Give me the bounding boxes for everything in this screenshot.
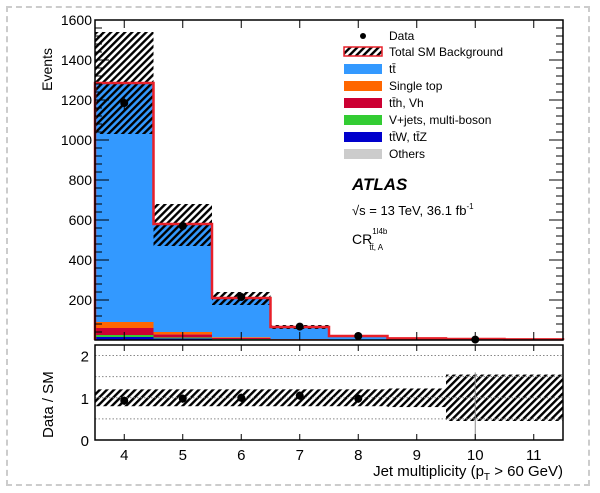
ratio-y-tick-label: 0 <box>81 433 89 450</box>
y-tick-label: 400 <box>69 252 93 268</box>
legend-swatch <box>344 64 382 74</box>
ratio-y-axis-label: Data / SM <box>40 371 57 438</box>
x-tick-label: 6 <box>237 447 245 464</box>
legend-label: tt̄ <box>389 62 396 76</box>
x-tick-label: 8 <box>354 447 362 464</box>
legend: Data Total SM Background tt̄ Single top tt̄h… <box>343 29 503 161</box>
legend-label: Data <box>389 29 415 43</box>
ratio-point <box>237 393 246 402</box>
x-tick-label: 9 <box>413 447 421 464</box>
legend-total-swatch <box>343 46 383 57</box>
ratio-plot-frame <box>94 344 564 441</box>
legend-label: V+jets, multi-boson <box>389 113 491 127</box>
x-tick-label: 11 <box>526 447 542 464</box>
ratio-point <box>120 396 129 405</box>
x-axis-label: Jet multiplicity (pT > 60 GeV) <box>373 463 563 483</box>
data-point <box>295 322 304 331</box>
x-tick-label: 4 <box>120 447 128 464</box>
y-tick-label: 1200 <box>61 92 92 108</box>
y-tick-label: 1600 <box>61 12 92 28</box>
y-axis-label: Events <box>39 48 55 91</box>
legend-swatch <box>344 132 382 142</box>
x-tick-label: 7 <box>296 447 304 464</box>
frame-border <box>6 6 590 486</box>
x-tick-label: 5 <box>179 447 187 464</box>
legend-label: Total SM Background <box>389 45 503 59</box>
y-tick-label: 200 <box>69 292 93 308</box>
legend-swatch <box>344 149 382 159</box>
x-tick-label: 10 <box>467 447 484 464</box>
ratio-uncertainty-band <box>387 388 446 408</box>
y-tick-label: 600 <box>69 212 93 228</box>
y-tick-label: 1000 <box>61 132 92 148</box>
y-tick-label: 1400 <box>61 52 92 68</box>
legend-label: tt̄W, tt̄Z <box>389 130 427 144</box>
y-tick-label: 800 <box>69 172 93 188</box>
data-point <box>237 293 246 301</box>
energy-label: √s = 13 TeV, 36.1 fb-1 <box>352 202 474 218</box>
region-label: CR1l4b tt̄, A <box>352 227 388 252</box>
ratio-y-tick-label: 2 <box>81 349 89 366</box>
legend-swatch <box>344 81 382 91</box>
stack-bar-single-top <box>95 322 154 328</box>
ratio-point <box>354 394 363 403</box>
atlas-label: ATLAS <box>351 175 408 194</box>
ratio-y-tick-label: 1 <box>81 391 89 408</box>
data-point <box>178 222 187 230</box>
data-point <box>120 99 129 107</box>
stack-bar-tth-vh <box>95 328 154 335</box>
legend-swatch <box>344 98 382 108</box>
legend-swatch <box>344 115 382 125</box>
legend-label: Others <box>389 147 425 161</box>
legend-data-marker <box>360 33 366 39</box>
legend-label: Single top <box>389 79 443 93</box>
legend-label: tt̄h, Vh <box>389 96 424 110</box>
total-sm-outline <box>93 81 565 341</box>
ratio-point <box>178 394 187 403</box>
ratio-point <box>295 391 304 400</box>
